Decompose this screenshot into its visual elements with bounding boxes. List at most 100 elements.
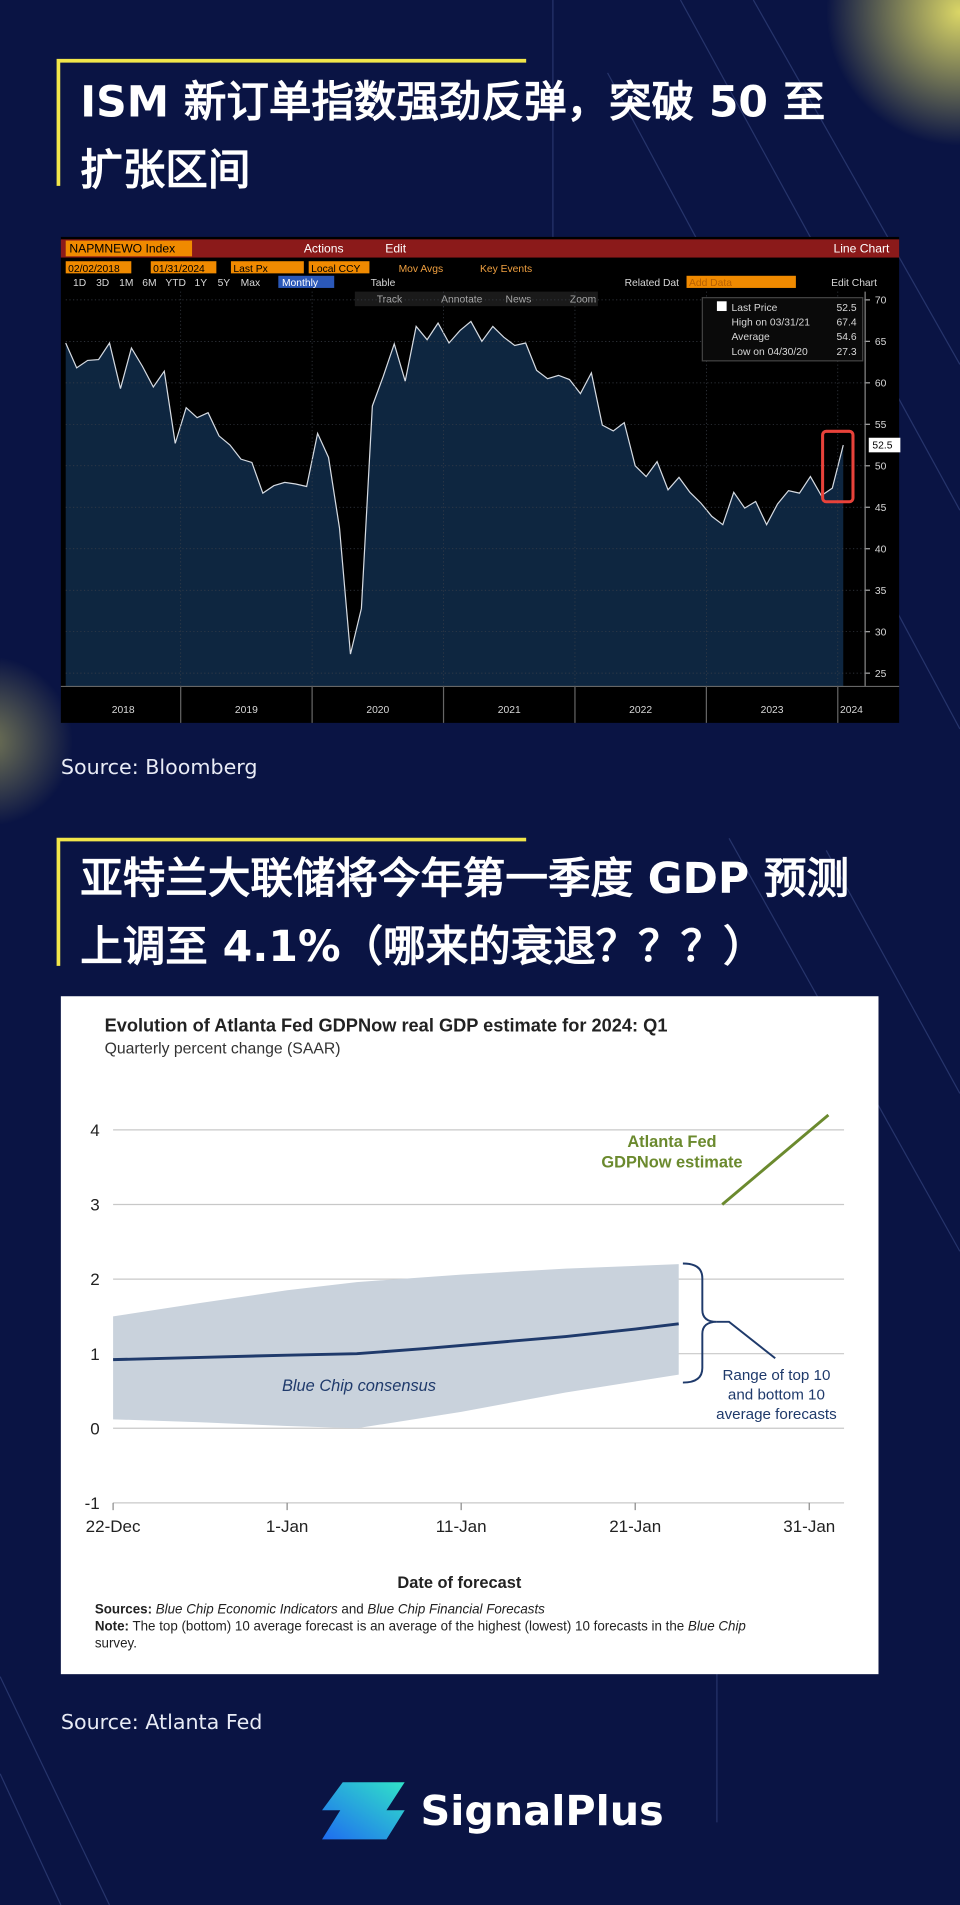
- ticker-box: [65, 240, 193, 257]
- chart-title: Evolution of Atlanta Fed GDPNow real GDP…: [105, 1015, 668, 1035]
- x-tick-label: 11-Jan: [436, 1517, 487, 1536]
- x-tick-label: 31-Jan: [783, 1517, 835, 1536]
- band-label: average forecasts: [716, 1406, 837, 1423]
- end-date: 01/31/2024: [153, 264, 205, 275]
- related[interactable]: Related Dat: [625, 278, 680, 289]
- band-label: and bottom 10: [728, 1387, 825, 1404]
- heading: ISM 新订单指数强劲反弹，突破 50 至: [80, 79, 825, 128]
- x-tick-label: 2019: [235, 705, 258, 716]
- x-tick-label: 21-Jan: [609, 1517, 661, 1536]
- last-value: 52.5: [872, 441, 892, 452]
- ticker: NAPMNEWO Index: [69, 242, 175, 256]
- heading: 扩张区间: [80, 147, 250, 196]
- gdpnow-chart: Evolution of Atlanta Fed GDPNow real GDP…: [60, 996, 879, 1675]
- y-tick-label: -1: [85, 1494, 100, 1513]
- range-band: [113, 1264, 679, 1429]
- brand: SignalPlus: [420, 1787, 663, 1835]
- sources: Sources: Blue Chip Economic Indicators a…: [95, 1601, 545, 1616]
- edit-chart[interactable]: Edit Chart: [831, 278, 877, 289]
- start-date: 02/02/2018: [68, 264, 120, 275]
- sources-part: and: [338, 1601, 368, 1616]
- series-label: Blue Chip consensus: [282, 1377, 436, 1395]
- option[interactable]: Key Events: [480, 264, 532, 275]
- add-data-box[interactable]: [686, 275, 796, 288]
- band-label: Range of top 10: [722, 1367, 830, 1384]
- x-tick-label: 2020: [366, 705, 389, 716]
- range-button[interactable]: Max: [241, 278, 261, 289]
- leader-line: [716, 1320, 776, 1360]
- logo-icon: [322, 1782, 405, 1840]
- add-data[interactable]: Add Data: [689, 278, 732, 289]
- x-tick-label: 2022: [629, 705, 652, 716]
- range-button[interactable]: 1Y: [194, 278, 207, 289]
- view: Line Chart: [833, 242, 890, 256]
- menu[interactable]: Actions: [304, 242, 344, 256]
- y-tick-label: 3: [90, 1196, 99, 1215]
- series-label: Atlanta Fed: [627, 1133, 716, 1151]
- currency: Local CCY: [311, 264, 360, 275]
- chart-subtitle: Quarterly percent change (SAAR): [105, 1040, 341, 1057]
- range-button[interactable]: 3D: [96, 278, 109, 289]
- tool-bar: [354, 291, 598, 307]
- glow: [0, 656, 73, 826]
- y-tick-label: 45: [875, 503, 887, 514]
- y-tick-label: 55: [875, 420, 887, 431]
- glow: [826, 0, 960, 146]
- note-part: The top (bottom) 10 average forecast is …: [129, 1618, 688, 1633]
- sources-lead: Sources:: [95, 1601, 152, 1616]
- table[interactable]: Table: [371, 278, 396, 289]
- ccy-box[interactable]: [308, 261, 370, 274]
- x-tick-label: 2018: [112, 705, 135, 716]
- legend-label: Average: [731, 332, 769, 343]
- range-button[interactable]: 6M: [142, 278, 156, 289]
- note: Note: The top (bottom) 10 average foreca…: [95, 1618, 746, 1633]
- heading-frame: [56, 58, 527, 186]
- heading: 亚特兰大联储将今年第一季度 GDP 预测: [80, 855, 849, 904]
- range-button[interactable]: 1D: [73, 278, 86, 289]
- note: survey.: [95, 1635, 137, 1650]
- note-part: Blue Chip: [688, 1618, 746, 1633]
- menu[interactable]: Edit: [385, 242, 407, 256]
- y-tick-label: 60: [875, 378, 887, 389]
- range-button[interactable]: 5Y: [218, 278, 231, 289]
- field: Last Px: [233, 264, 268, 275]
- x-tick-label: 22-Dec: [86, 1517, 141, 1536]
- legend-value: 27.3: [837, 347, 857, 358]
- y-tick-label: 65: [875, 337, 887, 348]
- legend-box: [701, 297, 864, 362]
- legend-label: Last Price: [731, 303, 777, 314]
- heading-frame: [56, 837, 527, 966]
- option[interactable]: Mov Avgs: [399, 264, 444, 275]
- legend-label: Low on 04/30/20: [731, 347, 808, 358]
- frequency[interactable]: Monthly: [282, 278, 319, 289]
- y-tick-label: 40: [875, 544, 887, 555]
- last-value-box: [868, 437, 901, 453]
- freq-box[interactable]: [278, 275, 335, 288]
- y-tick-label: 30: [875, 627, 887, 638]
- y-tick-label: 25: [875, 669, 887, 680]
- area: [65, 321, 844, 687]
- tool-button[interactable]: Zoom: [570, 295, 596, 306]
- source: Source: Bloomberg: [61, 755, 258, 779]
- y-tick-label: 2: [90, 1270, 99, 1289]
- field-box[interactable]: [230, 261, 304, 274]
- x-tick-label: 1-Jan: [266, 1517, 309, 1536]
- range-button[interactable]: YTD: [165, 278, 186, 289]
- y-tick-label: 35: [875, 586, 887, 597]
- y-tick-label: 70: [875, 296, 887, 307]
- range-button[interactable]: 1M: [119, 278, 133, 289]
- y-tick-label: 50: [875, 461, 887, 472]
- x-axis-label: Date of forecast: [397, 1574, 521, 1592]
- toolbar: [60, 239, 900, 258]
- tool-button[interactable]: Track: [377, 295, 403, 306]
- date-box[interactable]: [150, 261, 217, 274]
- x-tick-label: 2023: [761, 705, 784, 716]
- date-box[interactable]: [65, 261, 132, 274]
- tool-button[interactable]: Annotate: [441, 295, 483, 306]
- sources-part: Blue Chip Economic Indicators: [156, 1601, 338, 1616]
- x-tick-label: 2021: [498, 705, 521, 716]
- y-tick-label: 1: [90, 1345, 99, 1364]
- note-lead: Note:: [95, 1618, 129, 1633]
- legend-label: High on 03/31/21: [731, 318, 810, 329]
- heading: 上调至 4.1%（哪来的衰退？？？）: [80, 923, 765, 972]
